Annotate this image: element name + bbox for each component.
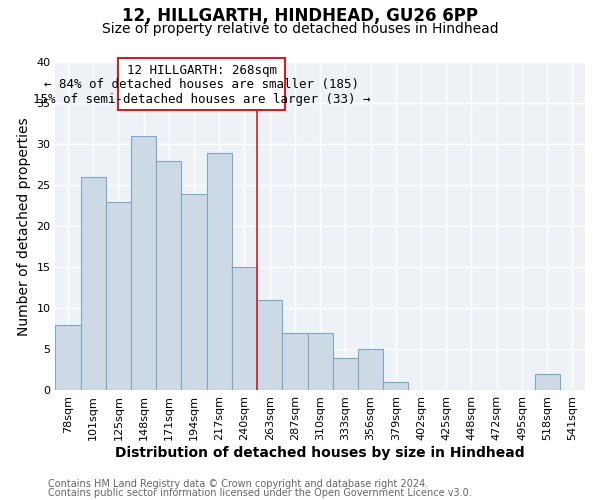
- Bar: [308, 333, 333, 390]
- Bar: [535, 374, 560, 390]
- Bar: [383, 382, 409, 390]
- Bar: [131, 136, 156, 390]
- Text: 15% of semi-detached houses are larger (33) →: 15% of semi-detached houses are larger (…: [33, 92, 370, 106]
- Text: Contains HM Land Registry data © Crown copyright and database right 2024.: Contains HM Land Registry data © Crown c…: [48, 479, 428, 489]
- Text: Contains public sector information licensed under the Open Government Licence v3: Contains public sector information licen…: [48, 488, 472, 498]
- Bar: [333, 358, 358, 390]
- Text: ← 84% of detached houses are smaller (185): ← 84% of detached houses are smaller (18…: [44, 78, 359, 91]
- Bar: [156, 161, 181, 390]
- Bar: [55, 325, 80, 390]
- Text: Size of property relative to detached houses in Hindhead: Size of property relative to detached ho…: [101, 22, 499, 36]
- Bar: [283, 333, 308, 390]
- Y-axis label: Number of detached properties: Number of detached properties: [17, 117, 31, 336]
- Bar: [232, 268, 257, 390]
- Bar: [257, 300, 283, 390]
- Bar: [80, 177, 106, 390]
- Bar: [106, 202, 131, 390]
- X-axis label: Distribution of detached houses by size in Hindhead: Distribution of detached houses by size …: [115, 446, 525, 460]
- Text: 12 HILLGARTH: 268sqm: 12 HILLGARTH: 268sqm: [127, 64, 277, 77]
- Bar: [206, 152, 232, 390]
- Bar: [358, 350, 383, 391]
- Text: 12, HILLGARTH, HINDHEAD, GU26 6PP: 12, HILLGARTH, HINDHEAD, GU26 6PP: [122, 8, 478, 26]
- Bar: [181, 194, 206, 390]
- FancyBboxPatch shape: [118, 58, 285, 110]
